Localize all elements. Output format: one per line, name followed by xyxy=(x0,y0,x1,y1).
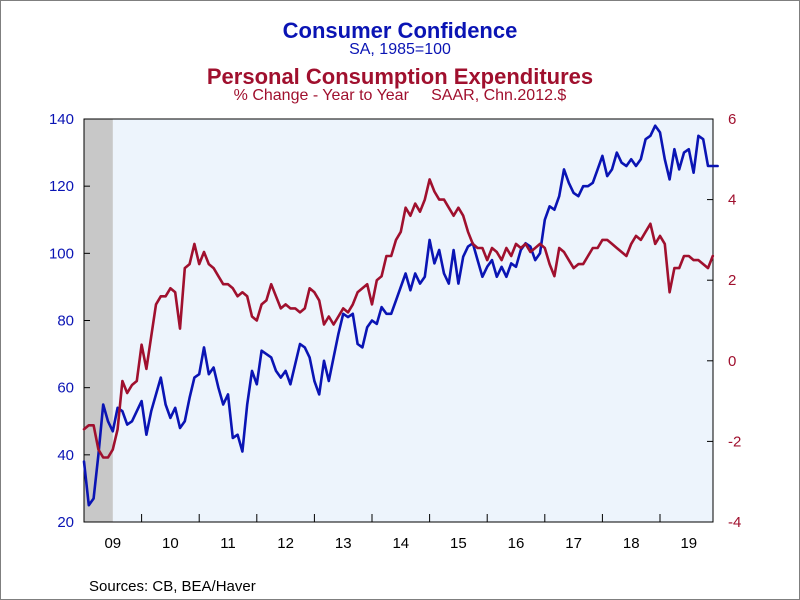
chart-title-consumer-confidence: Consumer Confidence xyxy=(282,18,518,43)
chart-subtitle-consumer-confidence: SA, 1985=100 xyxy=(349,41,451,58)
series-line-consumer-confidence xyxy=(82,124,719,507)
left-axis-tick-label: 140 xyxy=(49,111,74,128)
x-axis-tick-label: 19 xyxy=(680,535,697,552)
left-axis-tick-label: 60 xyxy=(57,380,74,397)
x-axis-tick-label: 18 xyxy=(623,535,640,552)
right-axis-tick-label: 0 xyxy=(728,353,736,370)
left-axis-tick-label: 40 xyxy=(57,447,74,464)
right-axis-tick-label: 4 xyxy=(728,192,736,209)
right-axis-tick-label: 6 xyxy=(728,111,736,128)
right-axis-tick-label: -4 xyxy=(728,514,741,531)
x-axis-tick-label: 14 xyxy=(392,535,409,552)
chart-subtitle-pce: % Change - Year to Year SAAR, Chn.2012.$ xyxy=(233,87,567,104)
chart-title-pce: Personal Consumption Expenditures xyxy=(206,64,594,89)
left-axis-tick-label: 100 xyxy=(49,245,74,262)
series-line-pce xyxy=(82,178,715,459)
x-axis-tick-label: 16 xyxy=(508,535,525,552)
x-axis-tick-label: 11 xyxy=(220,535,236,552)
x-axis-tick-label: 09 xyxy=(104,535,121,552)
left-axis-tick-label: 80 xyxy=(57,313,74,330)
x-axis-tick-label: 17 xyxy=(565,535,582,552)
left-axis-tick-label: 20 xyxy=(57,514,74,531)
x-axis-tick-label: 13 xyxy=(335,535,352,552)
x-axis-tick-label: 10 xyxy=(162,535,179,552)
sources-note: Sources: CB, BEA/Haver xyxy=(89,578,256,595)
right-axis-tick-label: 2 xyxy=(728,272,736,289)
x-axis-tick-label: 15 xyxy=(450,535,467,552)
left-axis-tick-label: 120 xyxy=(49,178,74,195)
right-axis-tick-label: -2 xyxy=(728,433,741,450)
plot-area xyxy=(84,119,713,522)
x-axis-tick-label: 12 xyxy=(277,535,294,552)
